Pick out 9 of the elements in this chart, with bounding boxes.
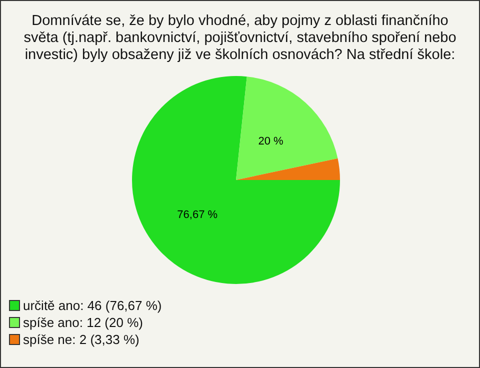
pie-slice bbox=[236, 158, 340, 180]
data-label: 20 % bbox=[258, 135, 284, 148]
legend-label: spíše ne: 2 (3,33 %) bbox=[23, 332, 140, 347]
pie-slice bbox=[132, 76, 340, 284]
pie-slice bbox=[236, 76, 338, 180]
legend-label: určitě ano: 46 (76,67 %) bbox=[23, 298, 162, 313]
legend-label: spíše ano: 12 (20 %) bbox=[23, 315, 143, 330]
data-label: 76,67 % bbox=[177, 208, 218, 221]
chart-title: Domníváte se, že by bylo vhodné, aby pojmy z oblasti finančního světa (tj.např. bankovnictví, pojišťovnictví, stavebního spoření nebo investic) byly obsaženy již ve školních osnovách? Na střední škole: bbox=[22, 13, 458, 64]
